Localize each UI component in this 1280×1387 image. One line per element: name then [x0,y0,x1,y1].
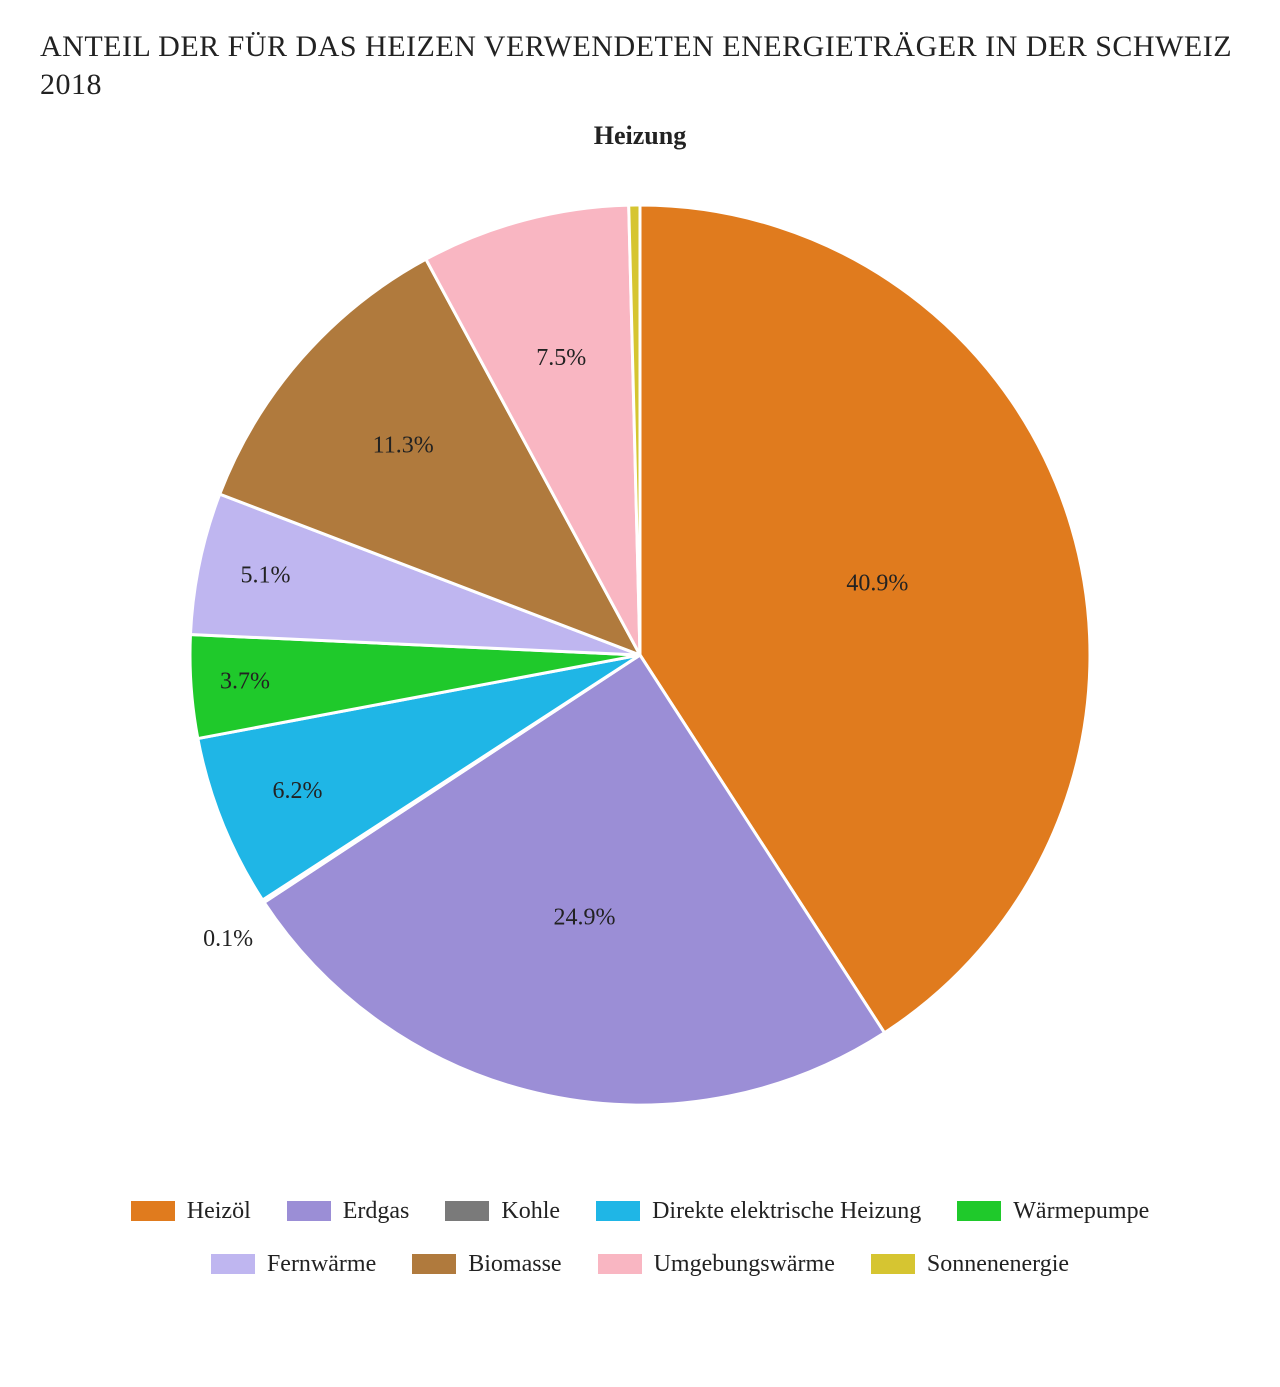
legend-item: Heizöl [131,1185,251,1238]
slice-label: 7.5% [536,345,586,371]
legend-swatch [598,1254,642,1274]
slice-label: 3.7% [220,668,270,694]
legend-item: Direkte elektrische Heizung [596,1185,921,1238]
legend: Heizöl Erdgas Kohle Direkte elektrische Hei… [90,1185,1190,1291]
legend-label: Fernwärme [267,1238,376,1291]
legend-swatch [412,1254,456,1274]
legend-item: Biomasse [412,1238,561,1291]
slice-label: 24.9% [553,905,615,931]
legend-label: Umgebungswärme [654,1238,835,1291]
legend-label: Erdgas [343,1185,410,1238]
legend-swatch [131,1201,175,1221]
legend-swatch [957,1201,1001,1221]
legend-swatch [211,1254,255,1274]
slice-label: 40.9% [846,570,908,596]
legend-swatch [596,1201,640,1221]
page-title: ANTEIL DER FÜR DAS HEIZEN VERWENDETEN EN… [40,28,1240,103]
legend-label: Sonnenenergie [927,1238,1069,1291]
legend-item: Kohle [445,1185,560,1238]
legend-item: Sonnenenergie [871,1238,1069,1291]
legend-item: Erdgas [287,1185,410,1238]
pie-chart: 40.9%24.9%0.1%6.2%3.7%5.1%11.3%7.5%0.4% [80,165,1200,1165]
legend-swatch [287,1201,331,1221]
legend-item: Umgebungswärme [598,1238,835,1291]
legend-label: Wärmepumpe [1013,1185,1149,1238]
slice-label: 5.1% [241,562,291,588]
legend-label: Kohle [501,1185,560,1238]
chart-area: 40.9%24.9%0.1%6.2%3.7%5.1%11.3%7.5%0.4% [40,165,1240,1165]
slice-label: 11.3% [373,433,434,459]
legend-label: Biomasse [468,1238,561,1291]
legend-item: Fernwärme [211,1238,376,1291]
page: ANTEIL DER FÜR DAS HEIZEN VERWENDETEN EN… [0,0,1280,1387]
chart-title: Heizung [40,121,1240,151]
slice-label: 0.1% [203,926,253,952]
legend-swatch [445,1201,489,1221]
slice-label: 6.2% [273,778,323,804]
legend-label: Direkte elektrische Heizung [652,1185,921,1238]
legend-item: Wärmepumpe [957,1185,1149,1238]
legend-label: Heizöl [187,1185,251,1238]
legend-swatch [871,1254,915,1274]
